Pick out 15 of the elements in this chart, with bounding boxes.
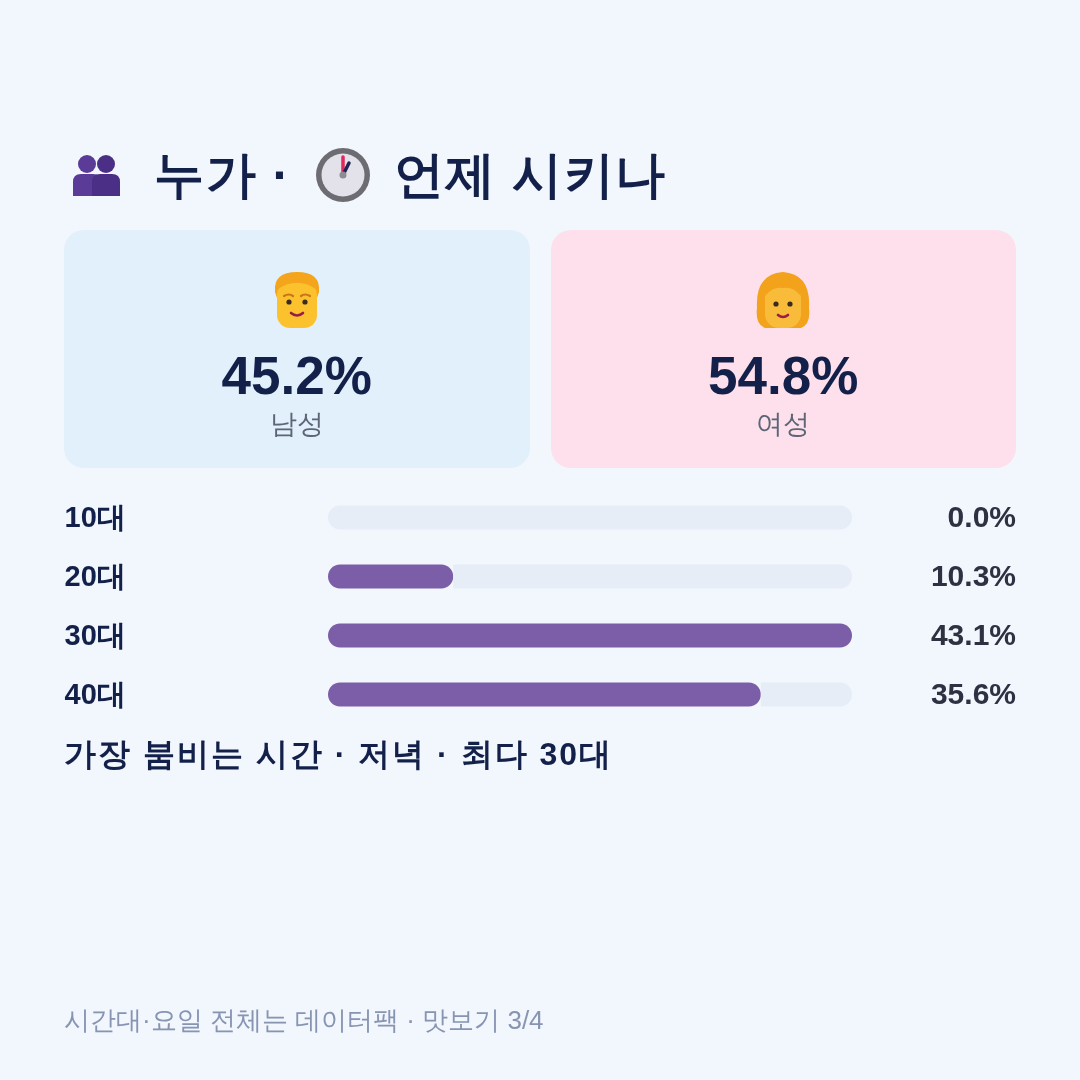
- chart-title: 누가 · 언제 시키나: [154, 146, 667, 203]
- data-label: 35.6%: [930, 676, 1016, 710]
- data-label: 10.3%: [930, 558, 1016, 592]
- y-tick-label: 30대: [64, 618, 126, 651]
- text: 시간대·요일 전체는 데이터팩 · 맛보기 3/4: [64, 1004, 544, 1036]
- category-label: 여성: [755, 408, 812, 441]
- text: 54.8%: [708, 346, 859, 405]
- y-tick-label: 10대: [64, 500, 126, 533]
- data-label: 0.0%: [947, 499, 1016, 533]
- y-tick-label: 40대: [64, 677, 126, 710]
- data-label: 43.1%: [930, 617, 1016, 651]
- y-tick-label: 20대: [64, 559, 126, 592]
- text: 45.2%: [221, 346, 372, 405]
- text: 가장 붐비는 시간 · 저녁 · 최다 30대: [64, 735, 614, 774]
- category-label: 남성: [268, 408, 325, 441]
